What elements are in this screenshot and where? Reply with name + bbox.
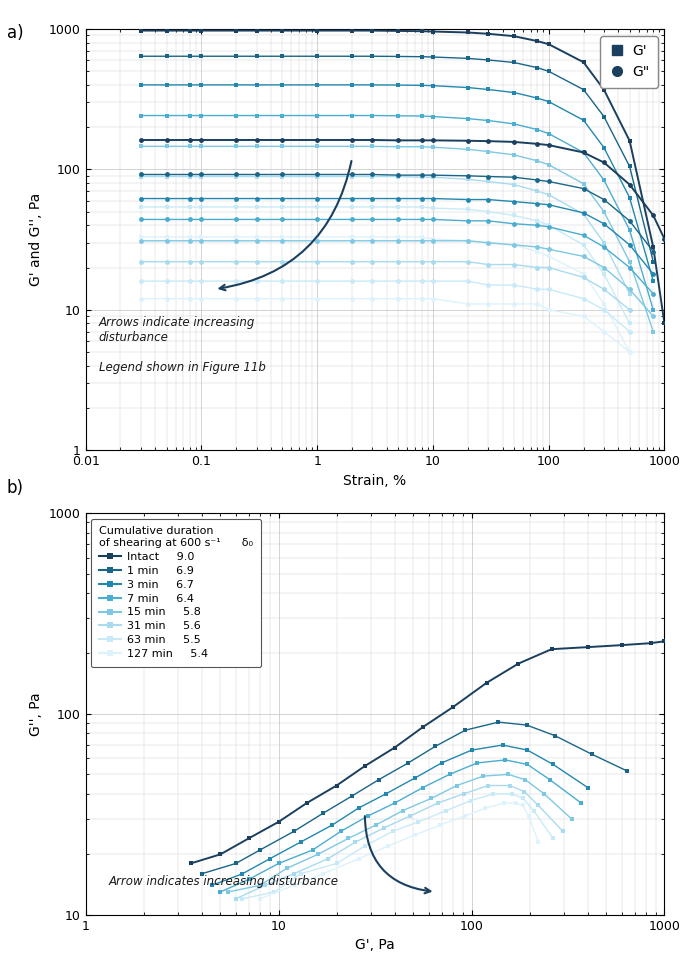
Text: Arrows indicate increasing
disturbance

Legend shown in Figure 11b: Arrows indicate increasing disturbance L…: [99, 316, 266, 374]
X-axis label: G', Pa: G', Pa: [355, 938, 395, 953]
Text: b): b): [7, 479, 24, 498]
Y-axis label: G'', Pa: G'', Pa: [29, 692, 43, 736]
Text: Arrow indicates increasing disturbance: Arrow indicates increasing disturbance: [109, 875, 339, 888]
X-axis label: Strain, %: Strain, %: [343, 473, 407, 488]
Legend: Intact     9.0, 1 min     6.9, 3 min     6.7, 7 min     6.4, 15 min     5.8, 31 : Intact 9.0, 1 min 6.9, 3 min 6.7, 7 min …: [91, 519, 261, 667]
Y-axis label: G' and G'', Pa: G' and G'', Pa: [29, 193, 43, 287]
Text: a): a): [7, 24, 23, 43]
Legend: G', G": G', G": [600, 36, 658, 87]
